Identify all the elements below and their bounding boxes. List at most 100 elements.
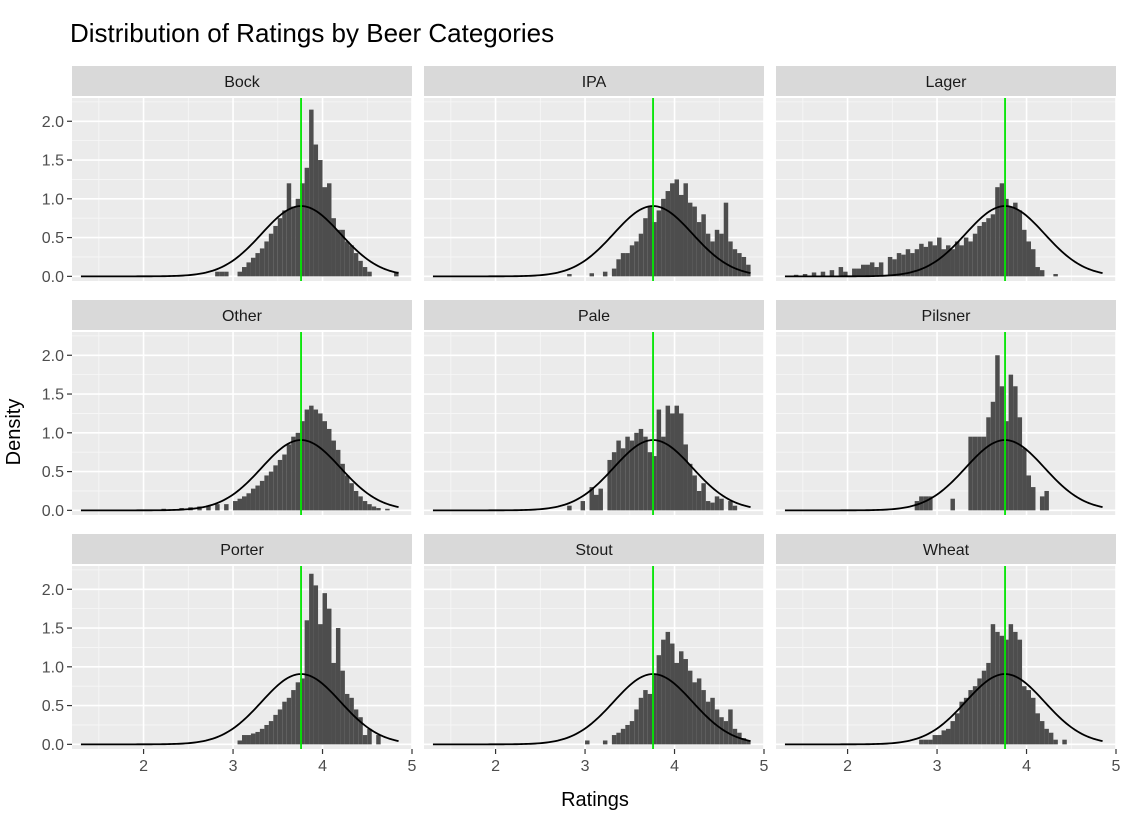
histogram-bar <box>237 740 242 745</box>
histogram-bar <box>277 709 283 745</box>
histogram-bar <box>273 714 278 745</box>
histogram-bar <box>670 183 675 277</box>
chart-title: Distribution of Ratings by Beer Categori… <box>70 18 554 48</box>
histogram-bar <box>1053 739 1058 745</box>
facet-strip <box>424 534 764 564</box>
histogram-bar <box>1053 274 1058 277</box>
facet-strip <box>776 66 1116 96</box>
panel-background <box>424 332 764 515</box>
panel-background <box>72 332 412 515</box>
histogram-bar <box>1031 487 1036 511</box>
histogram-bar <box>620 253 626 277</box>
histogram-bar <box>300 421 305 511</box>
histogram-bar <box>852 268 857 277</box>
x-tick-label: 2 <box>139 758 148 775</box>
histogram-bar <box>1017 417 1023 511</box>
histogram-bar <box>1039 270 1045 277</box>
histogram-bar <box>318 624 323 745</box>
y-tick-label: 1.0 <box>42 659 64 676</box>
histogram-bar <box>701 483 706 511</box>
histogram-bar <box>629 440 635 511</box>
histogram-bar <box>950 721 955 745</box>
histogram-bar <box>327 183 332 277</box>
histogram-bar <box>919 243 924 277</box>
histogram-bar <box>679 651 684 745</box>
histogram-bar <box>376 508 381 511</box>
histogram-bar <box>910 253 915 277</box>
histogram-bar <box>349 483 354 511</box>
histogram-bar <box>259 248 265 277</box>
histogram-bar <box>268 233 274 277</box>
x-tick-label: 3 <box>933 758 942 775</box>
histogram-bar <box>318 413 323 511</box>
histogram-bar <box>932 245 938 277</box>
histogram-bar <box>1031 697 1036 745</box>
histogram-bar <box>670 413 675 511</box>
histogram-bar <box>999 183 1005 277</box>
y-tick-label: 2.0 <box>42 582 64 599</box>
facet-porter: Porter 0.0 0.5 1.0 1.5 2.0 2 3 4 5 <box>42 534 417 775</box>
histogram-bar <box>1013 202 1018 277</box>
histogram-bar <box>309 405 314 511</box>
histogram-bar <box>322 187 327 277</box>
histogram-bar <box>665 191 671 277</box>
histogram-bar <box>255 253 260 277</box>
histogram-bar <box>972 686 978 745</box>
facet-label: Pale <box>578 308 610 325</box>
normal-density-curve <box>432 439 751 512</box>
histogram-bar <box>282 210 287 277</box>
histogram-bar <box>928 739 933 745</box>
histogram-bars <box>567 405 738 511</box>
histogram-bars <box>585 631 751 745</box>
histogram-bar <box>589 273 594 277</box>
histogram-bar <box>259 480 265 511</box>
histogram-bar <box>376 735 381 745</box>
histogram-bar <box>692 682 697 745</box>
histogram-bar <box>687 670 693 745</box>
histogram-bar <box>602 271 608 277</box>
histogram-bar <box>802 274 808 277</box>
histogram-bar <box>259 728 265 745</box>
histogram-bar <box>661 198 666 277</box>
histogram-bar <box>634 241 639 277</box>
histogram-bar <box>331 440 336 511</box>
histogram-bar <box>598 488 603 511</box>
histogram-bar <box>367 728 372 745</box>
histogram-bar <box>318 160 323 277</box>
histogram-bar <box>995 187 1000 277</box>
x-tick-label: 4 <box>670 758 679 775</box>
histogram-bar <box>856 268 861 277</box>
facet-label: Pilsner <box>922 308 972 325</box>
histogram-bar <box>928 496 933 511</box>
histogram-bar <box>1022 686 1027 745</box>
histogram-bar <box>1039 721 1045 745</box>
histogram-bar <box>291 436 296 511</box>
histogram-bar <box>1031 249 1036 277</box>
histogram-bar <box>986 417 991 511</box>
histogram-bar <box>901 254 906 277</box>
histogram-bar <box>1035 267 1040 277</box>
histogram-bar <box>728 501 733 511</box>
histogram-bars <box>793 183 1058 277</box>
histogram-bar <box>905 249 911 277</box>
histogram-bar <box>250 733 256 745</box>
normal-density-curve <box>784 205 1103 278</box>
histogram-bar <box>1004 198 1009 277</box>
histogram-bar <box>741 738 747 745</box>
histogram-bar <box>643 436 648 511</box>
y-tick-label: 1.5 <box>42 387 64 404</box>
histogram-bar <box>737 253 742 277</box>
histogram-bar <box>625 253 630 277</box>
facet-strip <box>776 534 1116 564</box>
facet-strip <box>72 66 412 96</box>
histogram-bar <box>1013 631 1018 745</box>
histogram-bar <box>291 690 296 745</box>
histogram-bar <box>683 444 688 511</box>
histogram-bar <box>394 271 399 277</box>
histogram-bar <box>295 198 301 277</box>
normal-density-curve <box>432 673 751 746</box>
histogram-bar <box>843 271 848 277</box>
y-tick-label: 0.5 <box>42 698 64 715</box>
histogram-bar <box>304 409 310 511</box>
histogram-bar <box>371 506 377 511</box>
